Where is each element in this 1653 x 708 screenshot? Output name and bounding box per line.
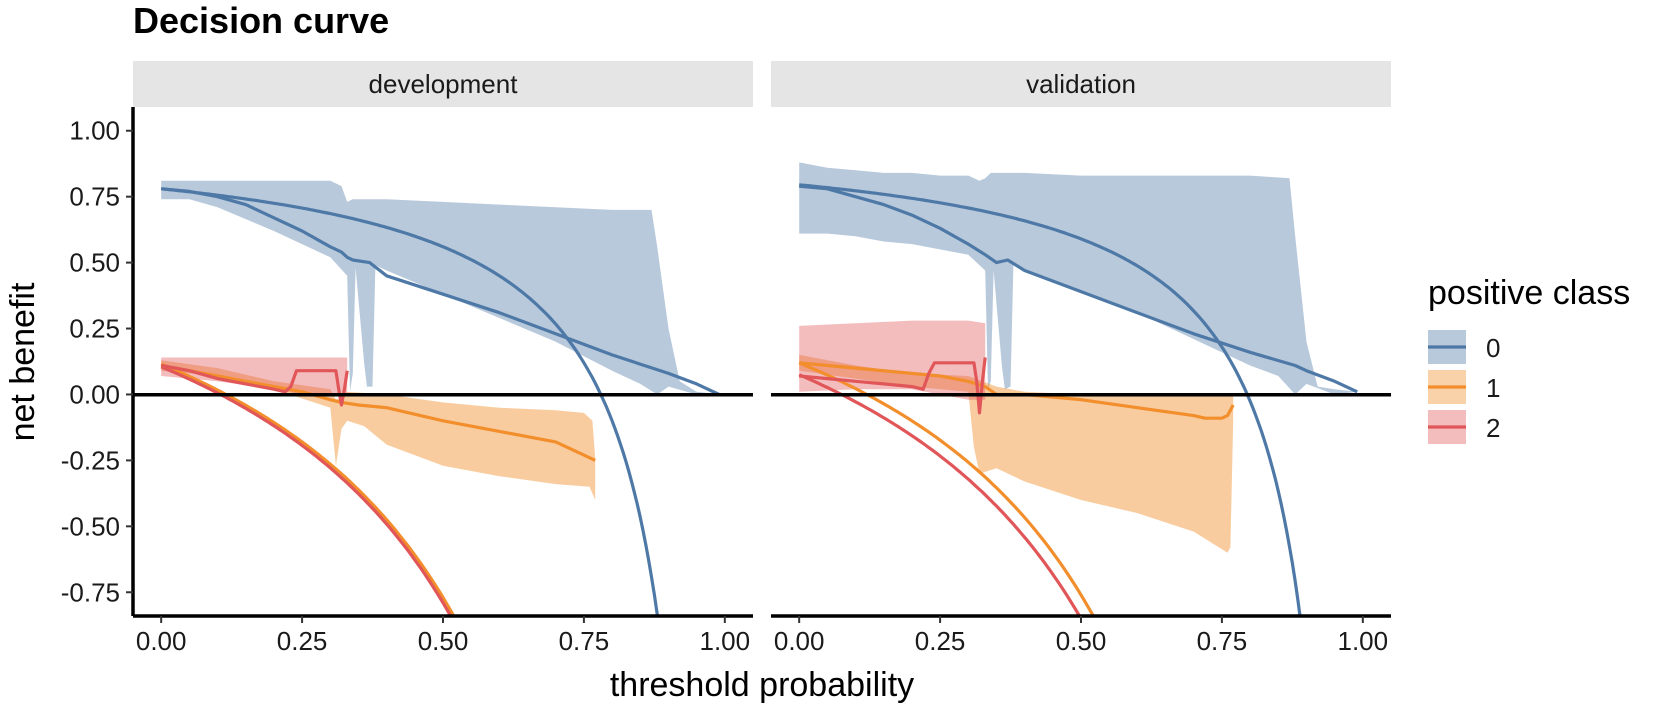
- x-axis-title: threshold probability: [610, 666, 914, 704]
- y-tick-label: 0.75: [69, 182, 120, 212]
- treat-all-line-class-1: [798, 361, 1096, 616]
- legend-label-1: 1: [1486, 373, 1500, 403]
- treat-all-line-class-2: [798, 373, 1082, 616]
- x-tick-label: 1.00: [700, 626, 751, 656]
- strip-label-validation: validation: [1026, 69, 1136, 99]
- y-tick-label: 1.00: [69, 116, 120, 146]
- y-tick-label: 0.50: [69, 248, 120, 278]
- legend-label-2: 2: [1486, 413, 1500, 443]
- strip-label-development: development: [369, 69, 519, 99]
- x-tick-label: 0.75: [1197, 626, 1248, 656]
- x-tick-label: 0.50: [418, 626, 469, 656]
- x-tick-label: 0.50: [1056, 626, 1107, 656]
- legend-label-0: 0: [1486, 333, 1500, 363]
- treat-all-line-class-2: [160, 365, 453, 616]
- treat-all-line-class-1: [160, 362, 456, 616]
- plot-area-development: [160, 180, 720, 616]
- x-axis-development: 0.00 0.25 0.50 0.75 1.00: [133, 614, 753, 656]
- x-tick-label: 1.00: [1338, 626, 1389, 656]
- x-tick-label: 0.25: [277, 626, 328, 656]
- model-line-class-0: [161, 187, 720, 396]
- y-axis-title: net benefit: [4, 282, 42, 441]
- ci-band-class-0: [799, 162, 1358, 395]
- model-line-class-0: [799, 184, 1358, 394]
- y-axis: 1.00 0.75 0.50 0.25 0.00 -0.25 -0.50 -0.75: [61, 107, 135, 616]
- strip-development: [133, 61, 753, 107]
- x-tick-label: 0.00: [136, 626, 187, 656]
- x-tick-label: 0.75: [559, 626, 610, 656]
- y-tick-label: -0.25: [61, 445, 120, 475]
- plot-area-validation: [798, 162, 1358, 616]
- strip-validation: [771, 61, 1391, 107]
- y-tick-label: 0.00: [69, 379, 120, 409]
- model-line-class-2: [160, 363, 349, 407]
- x-tick-label: 0.25: [915, 626, 966, 656]
- x-axis-validation: 0.00 0.25 0.50 0.75 1.00: [771, 614, 1391, 656]
- legend-title: positive class: [1428, 274, 1630, 312]
- model-line-class-2: [799, 357, 987, 415]
- y-tick-label: -0.75: [61, 577, 120, 607]
- y-tick-label: -0.50: [61, 511, 120, 541]
- ci-band-class-1: [161, 360, 596, 500]
- treat-all-line-class-0: [161, 187, 660, 616]
- x-tick-label: 0.00: [774, 626, 825, 656]
- panel-validation: validation 0.00 0.25 0.50 0.75 1.00: [771, 61, 1391, 656]
- panel-development: development 0.00 0.25 0.50 0.75 1.00: [133, 61, 753, 656]
- y-tick-label: 0.25: [69, 314, 120, 344]
- ci-band-class-2: [161, 357, 348, 395]
- treat-all-line-class-0: [799, 183, 1302, 616]
- chart-title: Decision curve: [133, 0, 389, 41]
- legend: positive class 0 1 2: [1428, 274, 1630, 444]
